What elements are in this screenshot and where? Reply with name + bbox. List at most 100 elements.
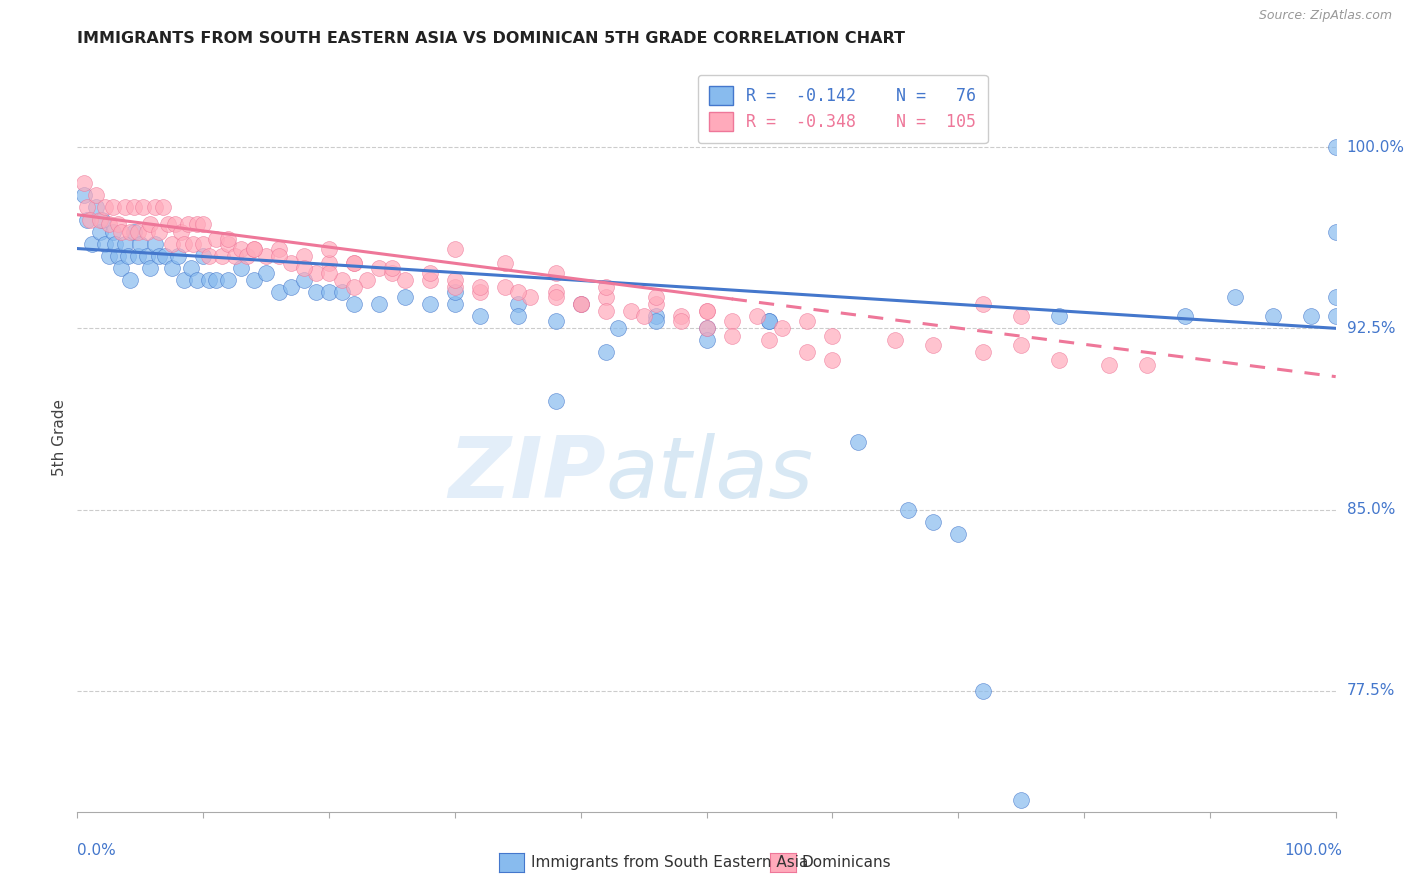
Point <box>645 297 668 311</box>
Point <box>173 236 195 251</box>
Point <box>696 321 718 335</box>
Point <box>135 249 157 263</box>
Point <box>198 249 221 263</box>
Point <box>394 273 416 287</box>
Point <box>633 310 655 324</box>
Point <box>544 290 567 304</box>
Point <box>821 328 844 343</box>
Point <box>330 273 353 287</box>
Point <box>897 502 920 516</box>
Point <box>114 236 136 251</box>
Point <box>204 232 226 246</box>
Point <box>444 242 467 256</box>
Point <box>1047 352 1070 367</box>
Point <box>1324 225 1347 239</box>
Point <box>129 236 152 251</box>
Point <box>972 297 994 311</box>
Point <box>101 201 124 215</box>
Point <box>292 249 315 263</box>
Point <box>544 266 567 280</box>
Point <box>173 273 195 287</box>
Point <box>127 225 149 239</box>
Point <box>127 249 149 263</box>
Text: Source: ZipAtlas.com: Source: ZipAtlas.com <box>1258 9 1392 22</box>
Point <box>519 290 541 304</box>
Point <box>110 225 132 239</box>
Point <box>104 236 127 251</box>
Point <box>160 236 183 251</box>
Point <box>444 297 467 311</box>
Point <box>122 201 145 215</box>
Point <box>267 242 290 256</box>
Point <box>280 280 302 294</box>
Point <box>758 334 780 348</box>
Point <box>696 304 718 318</box>
Point <box>381 260 404 275</box>
Point <box>305 285 328 299</box>
Point <box>122 225 145 239</box>
Point <box>217 232 239 246</box>
Point <box>305 266 328 280</box>
Point <box>224 249 246 263</box>
Point <box>107 218 129 232</box>
Point <box>368 260 391 275</box>
Point <box>720 314 742 328</box>
Point <box>82 236 104 251</box>
Point <box>343 256 366 270</box>
Point <box>569 297 592 311</box>
Point <box>494 256 516 270</box>
Point <box>770 321 793 335</box>
Point <box>544 393 567 408</box>
Point <box>745 310 768 324</box>
Point <box>671 310 693 324</box>
Point <box>696 321 718 335</box>
Point <box>444 273 467 287</box>
Point <box>267 249 290 263</box>
Point <box>796 345 818 359</box>
Point <box>135 225 157 239</box>
Point <box>1010 792 1032 806</box>
Point <box>444 285 467 299</box>
Point <box>242 273 264 287</box>
Point <box>948 526 970 541</box>
Point <box>544 314 567 328</box>
Point <box>89 225 111 239</box>
Point <box>506 297 529 311</box>
Point <box>107 249 129 263</box>
Point <box>595 290 617 304</box>
Point <box>191 236 215 251</box>
Point <box>758 314 780 328</box>
Point <box>494 280 516 294</box>
Point <box>922 338 945 352</box>
Point <box>884 334 907 348</box>
Point <box>84 201 107 215</box>
Point <box>1047 310 1070 324</box>
Point <box>254 249 277 263</box>
Point <box>356 273 378 287</box>
Point <box>368 297 391 311</box>
Point <box>76 201 98 215</box>
Point <box>167 249 190 263</box>
Text: 92.5%: 92.5% <box>1347 321 1395 335</box>
Point <box>191 218 215 232</box>
Point <box>1098 358 1121 372</box>
Text: Immigrants from South Eastern Asia: Immigrants from South Eastern Asia <box>531 855 808 870</box>
Point <box>114 201 136 215</box>
Point <box>419 266 441 280</box>
Point <box>152 201 174 215</box>
Point <box>254 266 277 280</box>
Point <box>1010 338 1032 352</box>
Point <box>1261 310 1284 324</box>
Point <box>318 266 340 280</box>
Point <box>595 304 617 318</box>
Text: atlas: atlas <box>606 433 814 516</box>
Point <box>607 321 630 335</box>
Point <box>236 249 259 263</box>
Point <box>645 290 668 304</box>
Point <box>972 684 994 698</box>
Point <box>117 249 139 263</box>
Point <box>468 285 491 299</box>
Point <box>318 285 340 299</box>
Point <box>242 242 264 256</box>
Point <box>343 280 366 294</box>
